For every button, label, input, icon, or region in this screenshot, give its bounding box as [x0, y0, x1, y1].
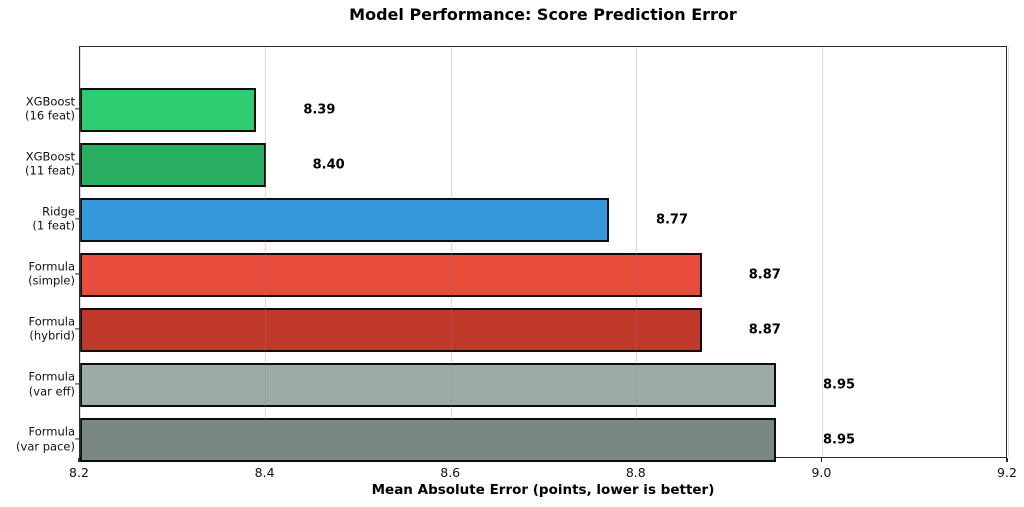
bar-value-label: 8.95: [823, 377, 856, 393]
x-tick-label: 8.8: [625, 465, 646, 480]
chart-title: Model Performance: Score Prediction Erro…: [349, 5, 737, 24]
y-tick-label: Formula (hybrid): [28, 314, 76, 344]
y-tick-mark: [75, 218, 79, 220]
y-tick-label: Formula (var pace): [16, 424, 75, 454]
gridline: [1007, 47, 1009, 457]
y-tick-mark: [75, 438, 79, 440]
y-tick-mark: [75, 383, 79, 385]
y-tick-label: Formula (simple): [28, 259, 75, 289]
bar-value-label: 8.87: [748, 267, 781, 283]
y-tick-mark: [75, 328, 79, 330]
bar-3: [80, 253, 702, 298]
bar-5: [80, 363, 776, 408]
bar-2: [80, 197, 609, 242]
bar-6: [80, 418, 776, 463]
y-tick-mark: [75, 163, 79, 165]
y-tick-label: Formula (var eff): [28, 369, 76, 399]
y-tick-label: XGBoost (11 feat): [25, 149, 75, 178]
gridline: [450, 47, 452, 457]
bar-value-label: 8.40: [312, 157, 345, 173]
x-tick-label: 8.6: [440, 465, 461, 480]
x-tick-label: 8.2: [69, 465, 89, 480]
bar-value-label: 8.39: [303, 102, 336, 118]
bar-value-label: 8.95: [823, 432, 856, 448]
gridline: [265, 47, 267, 457]
bar-1: [80, 142, 266, 187]
x-tick-label: 8.4: [254, 465, 275, 480]
x-tick-mark: [78, 458, 80, 462]
y-tick-label: XGBoost (16 feat): [25, 94, 75, 123]
bar-value-label: 8.87: [748, 322, 781, 338]
x-tick-label: 9.2: [997, 465, 1017, 480]
gridline: [821, 47, 823, 457]
x-tick-mark: [1006, 458, 1008, 462]
y-tick-label: Ridge (1 feat): [32, 204, 75, 233]
gridline: [79, 47, 81, 457]
y-tick-mark: [75, 273, 79, 275]
gridline: [636, 47, 638, 457]
y-tick-mark: [75, 108, 79, 110]
x-axis-label: Mean Absolute Error (points, lower is be…: [371, 482, 715, 498]
x-tick-label: 9.0: [811, 465, 832, 480]
bar-0: [80, 87, 257, 132]
plot-area: 8.39 8.40 8.77 8.87 8.87 8.95 8.95: [79, 46, 1009, 463]
x-tick-mark: [820, 458, 822, 462]
bar-value-label: 8.77: [655, 212, 689, 228]
bar-4: [80, 308, 702, 353]
